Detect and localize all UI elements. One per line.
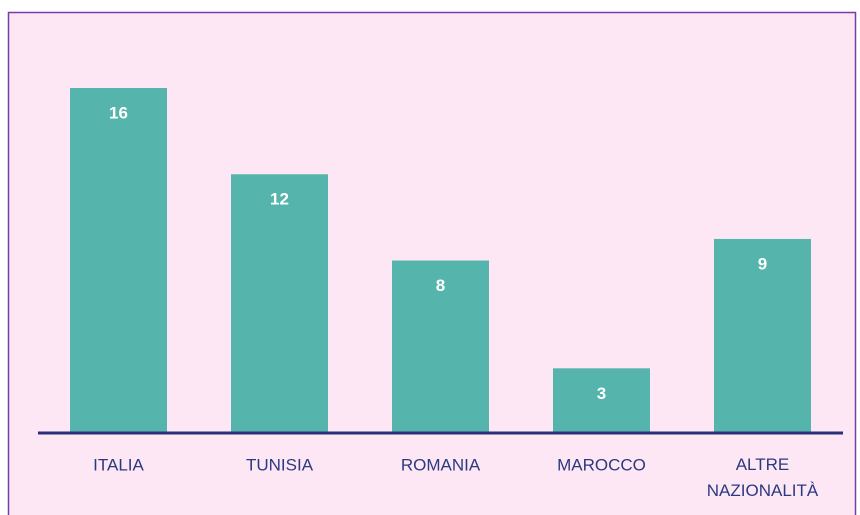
value-label: 16	[109, 103, 128, 122]
value-label: 9	[758, 254, 767, 273]
x-tick-label: ROMANIA	[401, 455, 481, 474]
bar	[714, 238, 811, 433]
value-label: 12	[270, 190, 289, 209]
value-label: 3	[597, 384, 606, 403]
value-label: 8	[436, 276, 445, 295]
bar	[553, 368, 650, 433]
x-tick-label: ALTRE NAZIONALITÀ	[707, 455, 819, 500]
bar	[70, 88, 167, 433]
bar	[392, 260, 489, 433]
x-tick-label: TUNISIA	[246, 455, 314, 474]
x-tick-label: ITALIA	[93, 455, 144, 474]
bar	[231, 174, 328, 433]
x-tick-label: MAROCCO	[557, 455, 646, 474]
